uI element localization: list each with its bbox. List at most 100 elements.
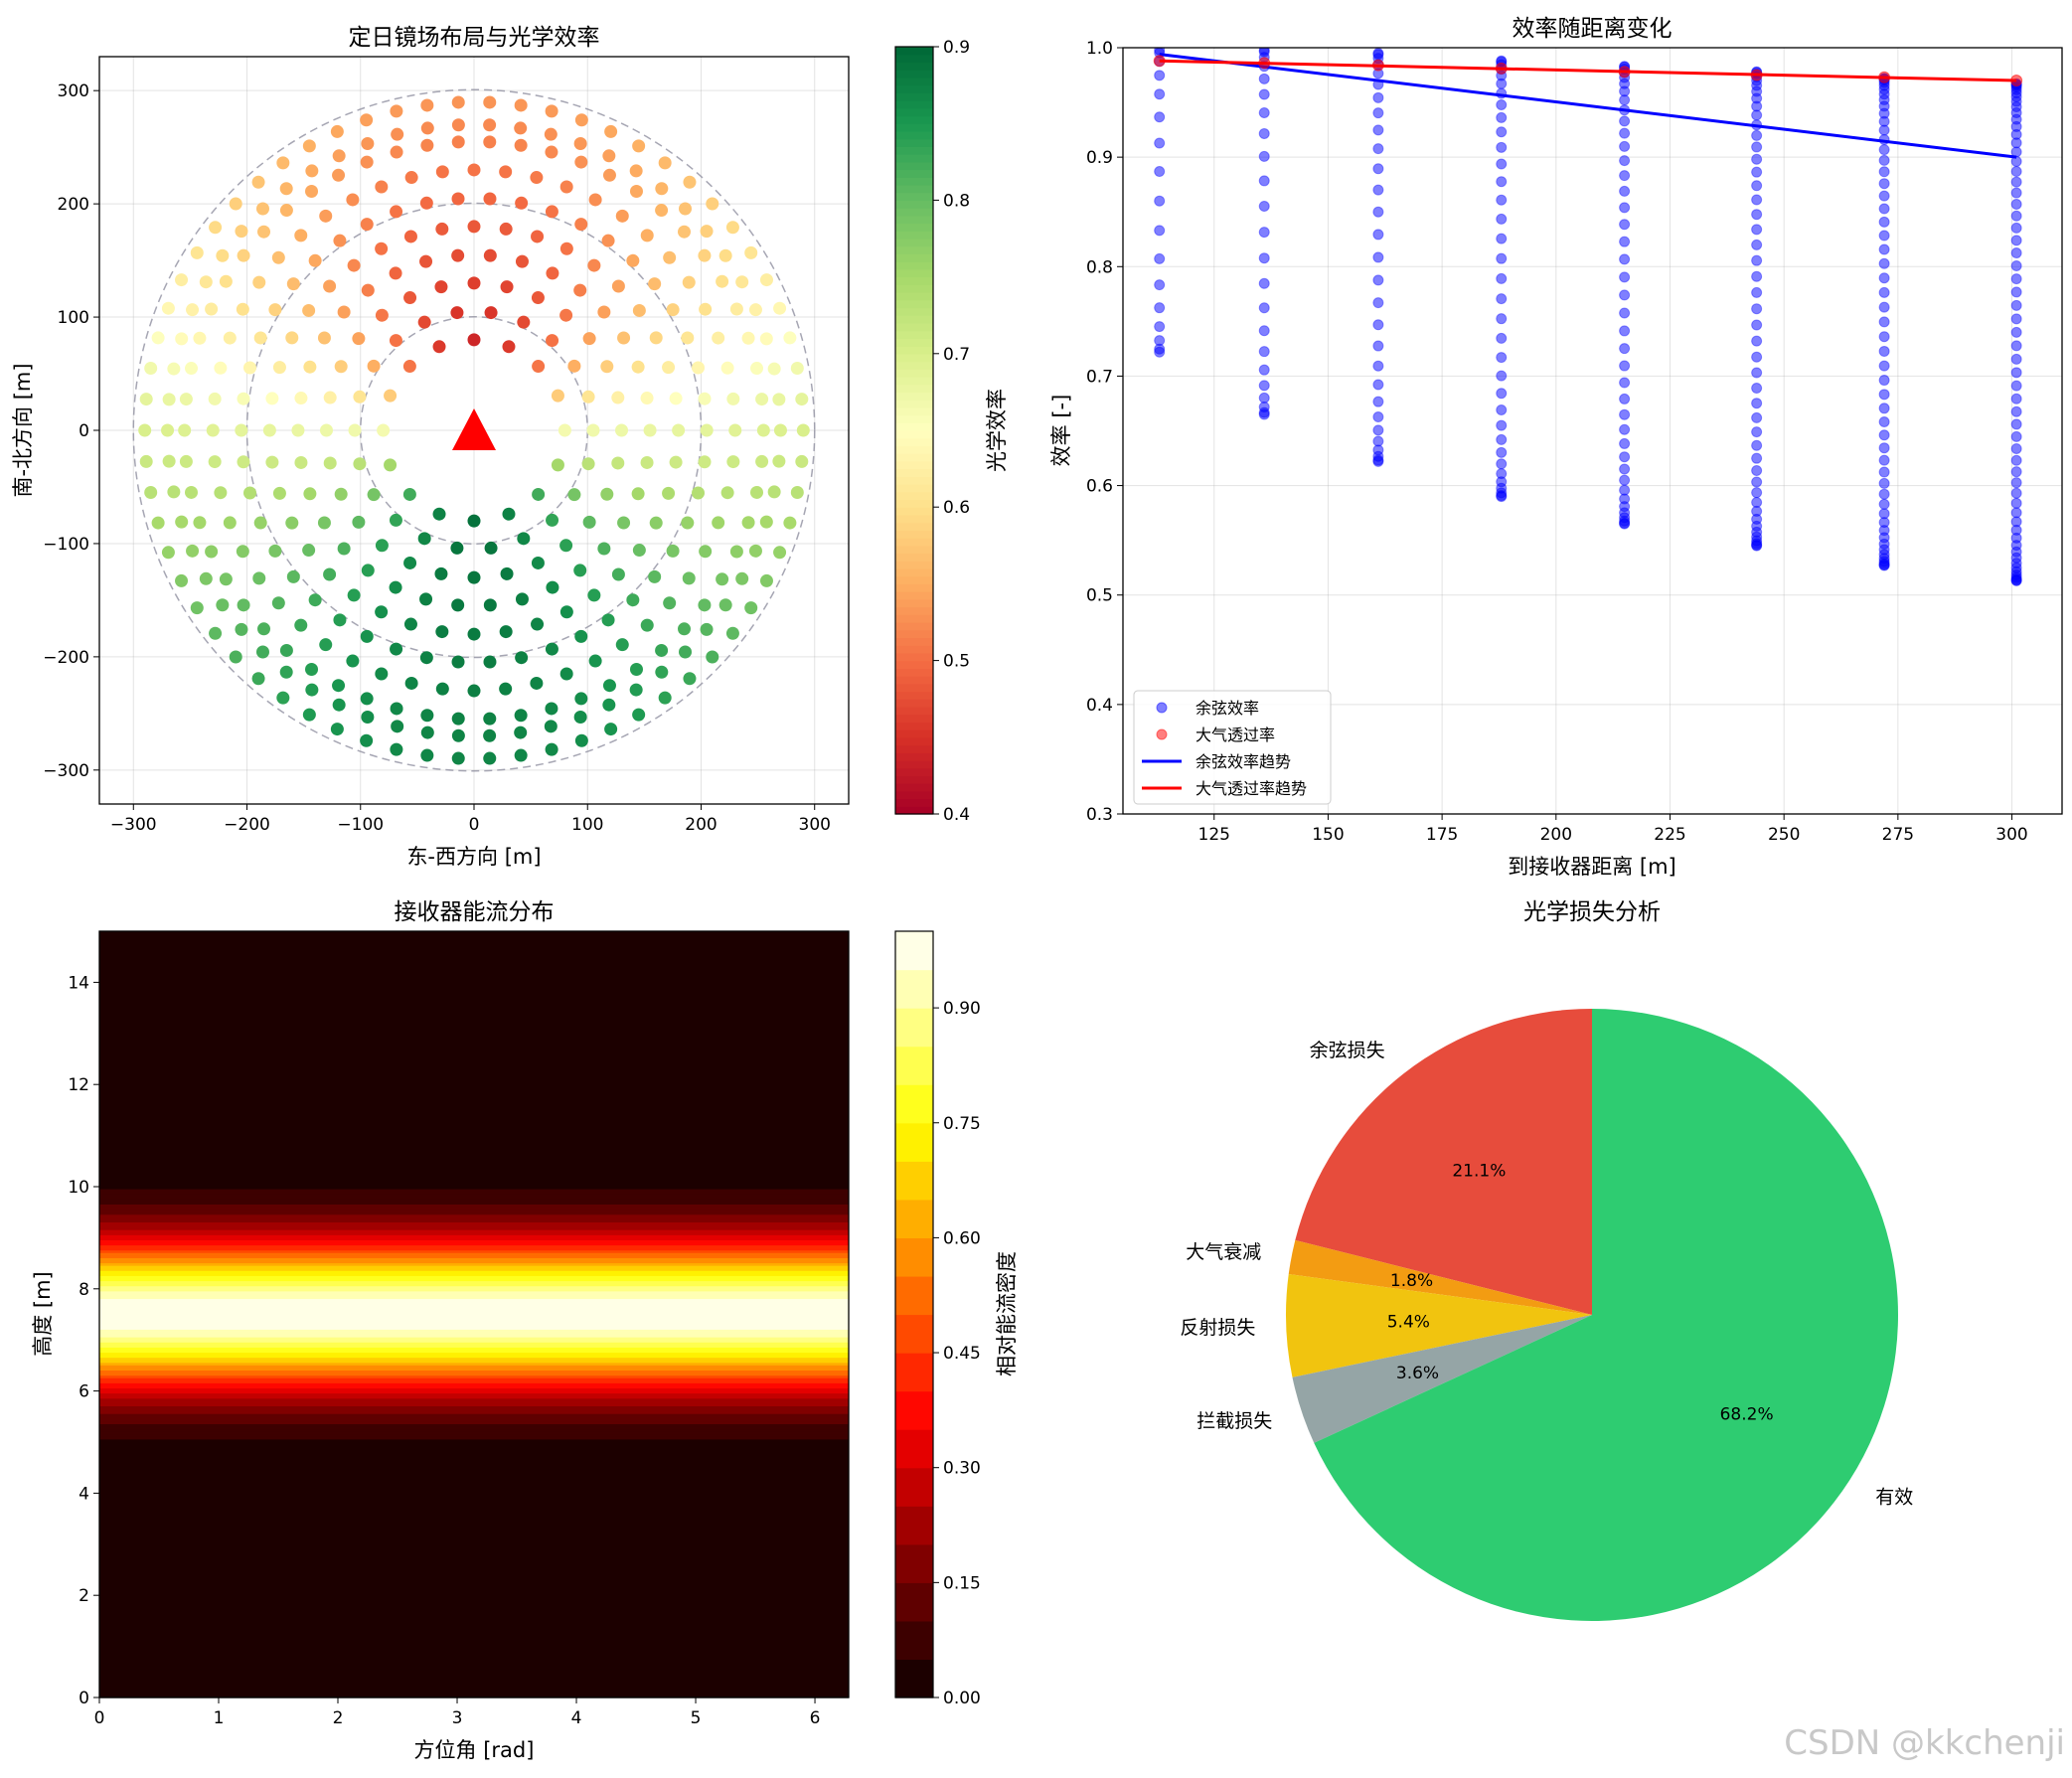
heliostat-point bbox=[420, 138, 434, 152]
flux-band bbox=[99, 936, 849, 940]
flux-band bbox=[99, 1672, 849, 1676]
heliostat-point bbox=[175, 515, 189, 529]
heliostat-point bbox=[515, 651, 529, 665]
flux-band bbox=[99, 1646, 849, 1650]
heliostat-point bbox=[390, 205, 403, 219]
flux-band bbox=[99, 946, 849, 950]
flux-band bbox=[99, 1239, 849, 1244]
cosine-efficiency-point bbox=[1372, 274, 1384, 286]
flux-band bbox=[99, 1436, 849, 1441]
heliostat-point bbox=[669, 392, 683, 405]
heliostat-point bbox=[587, 588, 601, 602]
flux-band bbox=[99, 1237, 849, 1241]
heliostat-point bbox=[305, 683, 319, 697]
heliostat-point bbox=[467, 514, 481, 528]
flux-band bbox=[99, 1572, 849, 1576]
heliostat-point bbox=[375, 180, 389, 194]
flux-band bbox=[99, 1332, 849, 1336]
efficiency-colorbar-step bbox=[895, 453, 933, 462]
heliostat-point bbox=[617, 331, 631, 345]
heliostat-point bbox=[360, 155, 374, 169]
heliostat-point bbox=[483, 712, 497, 726]
efficiency-colorbar-step bbox=[895, 406, 933, 416]
heliostat-point bbox=[332, 168, 346, 182]
flux-band bbox=[99, 1577, 849, 1581]
heliostat-point bbox=[190, 245, 204, 259]
cosine-efficiency-point bbox=[1751, 141, 1763, 153]
flux-band bbox=[99, 1543, 849, 1547]
flux-band bbox=[99, 1602, 849, 1607]
flux-band bbox=[99, 990, 849, 994]
heliostat-point bbox=[559, 539, 573, 553]
efficiency-colorbar-tick-label: 0.9 bbox=[943, 38, 970, 58]
heliostat-point bbox=[514, 748, 528, 762]
cosine-efficiency-point bbox=[1751, 439, 1763, 451]
heliostat-point bbox=[330, 723, 344, 736]
flux-band bbox=[99, 1365, 849, 1370]
heliostat-point bbox=[179, 454, 193, 468]
efficiency-colorbar-step bbox=[895, 553, 933, 562]
cosine-efficiency-point bbox=[1878, 154, 1890, 166]
flux-band bbox=[99, 1480, 849, 1484]
cosine-efficiency-point bbox=[2010, 273, 2022, 285]
heliostat-point bbox=[286, 569, 300, 583]
flux-band bbox=[99, 1327, 849, 1331]
flux-band bbox=[99, 1373, 849, 1376]
flux-band bbox=[99, 1350, 849, 1354]
flux-band bbox=[99, 1395, 849, 1399]
flux-xtick-label: 5 bbox=[691, 1708, 702, 1728]
flux-band bbox=[99, 1117, 849, 1121]
cosine-efficiency-point bbox=[1372, 319, 1384, 331]
heliostat-point bbox=[161, 546, 175, 560]
flux-band bbox=[99, 941, 849, 945]
efficiency-colorbar-step bbox=[895, 507, 933, 516]
cosine-efficiency-point bbox=[1258, 106, 1270, 118]
flux-band bbox=[99, 1018, 849, 1022]
cosine-efficiency-point bbox=[2010, 430, 2022, 442]
heliostat-point bbox=[360, 733, 374, 747]
heliostat-point bbox=[253, 331, 267, 345]
heliostat-point bbox=[499, 165, 513, 179]
heliostat-point bbox=[175, 332, 189, 346]
heliostat-point bbox=[626, 253, 640, 267]
efficiency-colorbar-step bbox=[895, 522, 933, 531]
flux-band bbox=[99, 1245, 849, 1249]
flux-band bbox=[99, 1086, 849, 1090]
flux-band bbox=[99, 1250, 849, 1254]
cosine-efficiency-point bbox=[2010, 454, 2022, 466]
flux-band bbox=[99, 1311, 849, 1316]
flux-band bbox=[99, 1156, 849, 1160]
flux-band bbox=[99, 1418, 849, 1423]
flux-band bbox=[99, 1485, 849, 1489]
cosine-efficiency-point bbox=[1154, 321, 1166, 333]
cosine-efficiency-point bbox=[1258, 346, 1270, 358]
flux-band bbox=[99, 1633, 849, 1637]
heliostat-point bbox=[759, 573, 773, 587]
flux-band bbox=[99, 1061, 849, 1065]
flux-band bbox=[99, 1020, 849, 1025]
flux-band bbox=[99, 1498, 849, 1502]
heliostat-point bbox=[294, 229, 308, 242]
heliostat-point bbox=[208, 392, 222, 405]
heliostat-point bbox=[276, 156, 290, 170]
heliostat-point bbox=[268, 303, 282, 317]
heliostat-point bbox=[420, 709, 434, 723]
heliostat-point bbox=[484, 541, 498, 555]
heliostat-point bbox=[251, 175, 265, 189]
flux-band bbox=[99, 1005, 849, 1009]
receiver-marker bbox=[452, 408, 496, 450]
flux-band bbox=[99, 1296, 849, 1300]
efficiency-distance-grid bbox=[1123, 47, 2062, 815]
heliostat-point bbox=[305, 185, 319, 199]
flux-band bbox=[99, 1355, 849, 1359]
flux-colorbar-level bbox=[895, 1122, 933, 1162]
cosine-efficiency-point bbox=[1751, 224, 1763, 236]
cosine-efficiency-point bbox=[1619, 451, 1631, 463]
flux-colorbar-level bbox=[895, 1506, 933, 1545]
flux-band bbox=[99, 1212, 849, 1215]
flux-band bbox=[99, 1174, 849, 1178]
cosine-efficiency-point bbox=[1619, 393, 1631, 404]
field-ytick-label: −300 bbox=[43, 761, 89, 781]
flux-colorbar-level bbox=[895, 1467, 933, 1507]
cosine-efficiency-point bbox=[1619, 423, 1631, 435]
